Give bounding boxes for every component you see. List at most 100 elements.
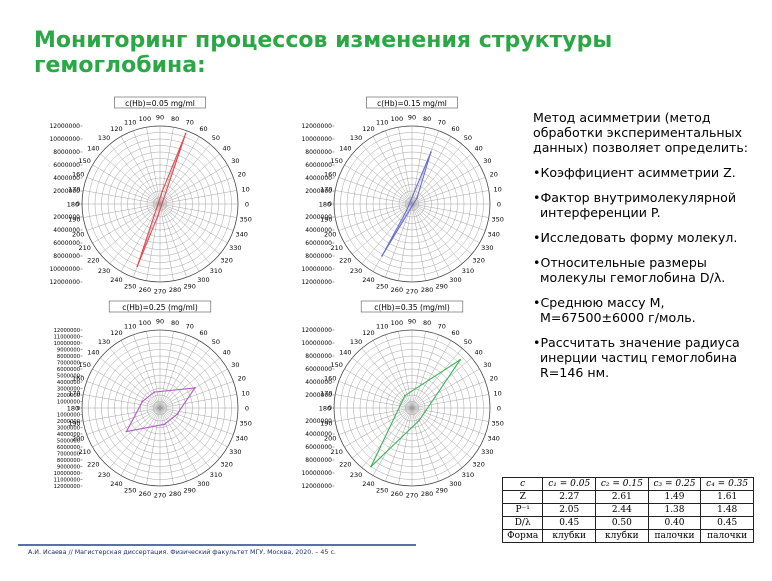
angle-tick-label: 340 xyxy=(488,434,500,442)
polar-spoke xyxy=(411,144,463,205)
angle-tick-label: 180 xyxy=(67,405,79,413)
angle-tick-label: 250 xyxy=(124,486,136,494)
angle-tick-label: 90 xyxy=(408,318,416,326)
polar-spoke xyxy=(361,407,413,468)
angle-tick-label: 150 xyxy=(330,157,342,165)
angle-tick-label: 290 xyxy=(436,486,448,494)
table-header-cell: c₄ = 0.35 xyxy=(700,477,754,491)
polar-spoke xyxy=(120,340,161,409)
polar-spoke xyxy=(100,153,161,205)
polar-spoke xyxy=(411,340,452,409)
table-cell: D/λ xyxy=(501,516,544,530)
angle-tick-label: 30 xyxy=(483,157,491,165)
polar-spoke xyxy=(159,203,234,231)
angle-tick-label: 270 xyxy=(154,288,166,296)
angle-tick-label: 250 xyxy=(124,282,136,290)
polar-spoke xyxy=(109,144,161,205)
bullet-asymmetry: Коэффициент асимметрии Z. xyxy=(533,165,758,180)
polar-spoke xyxy=(146,127,161,205)
polar-spoke xyxy=(411,130,439,205)
polar-spoke xyxy=(159,407,174,485)
table-cell: палочки xyxy=(700,529,754,543)
angle-tick-label: 130 xyxy=(98,338,110,346)
data-point xyxy=(429,151,432,153)
polar-spoke xyxy=(411,203,486,231)
angle-tick-label: 210 xyxy=(330,244,342,252)
angle-tick-label: 10 xyxy=(494,389,502,397)
table-cell: клубки xyxy=(542,529,597,543)
radial-tick-label: 10000000 xyxy=(49,266,80,273)
angle-tick-label: 110 xyxy=(124,119,136,127)
radial-tick-label: 4000000 xyxy=(53,175,80,182)
angle-tick-label: 130 xyxy=(350,338,362,346)
angle-tick-label: 20 xyxy=(490,171,498,179)
angle-tick-label: 300 xyxy=(449,480,461,488)
angle-tick-label: 10 xyxy=(242,389,250,397)
polar-spoke xyxy=(411,203,452,272)
polar-spoke xyxy=(411,334,439,409)
radial-tick-label: 2000000 xyxy=(57,419,80,425)
angle-tick-label: 210 xyxy=(330,448,342,456)
angle-tick-label: 230 xyxy=(98,267,110,275)
radial-tick-label: 2000000 xyxy=(305,188,332,195)
polar-spoke xyxy=(335,190,413,205)
radial-tick-label: 10000000 xyxy=(54,341,80,347)
angle-tick-label: 140 xyxy=(87,145,99,153)
polar-chart-c035: c(Hb)=0.35 (mg/ml) 0 10 20 30 40 50 60 70 80 90 100… xyxy=(282,300,522,500)
radial-tick-label: 3000000 xyxy=(57,426,80,432)
angle-tick-label: 290 xyxy=(184,282,196,290)
table-cell: клубки xyxy=(595,529,649,543)
radial-tick-label: 10000000 xyxy=(49,136,80,143)
angle-tick-label: 230 xyxy=(98,471,110,479)
angle-tick-label: 170 xyxy=(68,185,80,193)
polar-spoke xyxy=(335,203,413,218)
angle-tick-label: 180 xyxy=(319,405,331,413)
radial-tick-label: 6000000 xyxy=(57,367,80,373)
angle-tick-label: 190 xyxy=(68,420,80,428)
angle-tick-label: 40 xyxy=(475,145,483,153)
data-point xyxy=(381,254,383,257)
polar-spoke xyxy=(344,164,413,205)
polar-spoke xyxy=(411,368,480,409)
polar-spoke xyxy=(361,203,413,264)
polar-spoke xyxy=(159,203,174,281)
polar-spoke xyxy=(92,203,161,244)
angle-tick-label: 270 xyxy=(154,492,166,500)
radial-tick-label: 2000000 xyxy=(53,188,80,195)
angle-tick-label: 230 xyxy=(350,267,362,275)
table-header-cell: c₂ = 0.15 xyxy=(595,477,649,491)
polar-chart-c005: c(Hb)=0.05 mg/ml 0 10 20 30 40 50 60 70 80 90 100 11… xyxy=(30,96,270,296)
table-row: P⁻¹ 2.05 2.44 1.38 1.48 xyxy=(501,503,754,517)
angle-tick-label: 10 xyxy=(242,185,250,193)
angle-tick-label: 190 xyxy=(320,420,332,428)
radial-tick-label: 2000000 xyxy=(305,214,332,221)
angle-tick-label: 100 xyxy=(391,115,403,123)
polar-spoke xyxy=(411,203,439,278)
angle-tick-label: 220 xyxy=(339,460,351,468)
polar-spoke xyxy=(335,394,413,409)
radial-tick-label: 0 xyxy=(76,201,80,208)
angle-tick-label: 330 xyxy=(229,244,241,252)
bullet-radius: Рассчитать значение радиуса инерции част… xyxy=(533,335,758,380)
polar-spoke xyxy=(411,348,463,409)
angle-tick-label: 200 xyxy=(72,230,84,238)
polar-spoke xyxy=(385,130,413,205)
angle-tick-label: 70 xyxy=(186,119,194,127)
polar-spoke xyxy=(411,203,480,244)
polar-spoke xyxy=(372,340,413,409)
polar-spoke xyxy=(159,407,211,468)
angle-tick-label: 40 xyxy=(223,145,231,153)
angle-tick-label: 260 xyxy=(139,490,151,498)
polar-spoke xyxy=(159,331,174,409)
parameters-table: c c₁ = 0.05 c₂ = 0.15 c₃ = 0.25 c₄ = 0.3… xyxy=(501,477,754,543)
angle-tick-label: 60 xyxy=(199,329,207,337)
radial-tick-label: 0 xyxy=(77,406,80,412)
polar-spoke xyxy=(83,394,161,409)
angle-tick-label: 30 xyxy=(483,361,491,369)
angle-tick-label: 150 xyxy=(78,361,90,369)
polar-spoke xyxy=(385,203,413,278)
angle-tick-label: 300 xyxy=(197,480,209,488)
table-cell: 1.38 xyxy=(647,503,702,517)
angle-tick-label: 20 xyxy=(238,171,246,179)
